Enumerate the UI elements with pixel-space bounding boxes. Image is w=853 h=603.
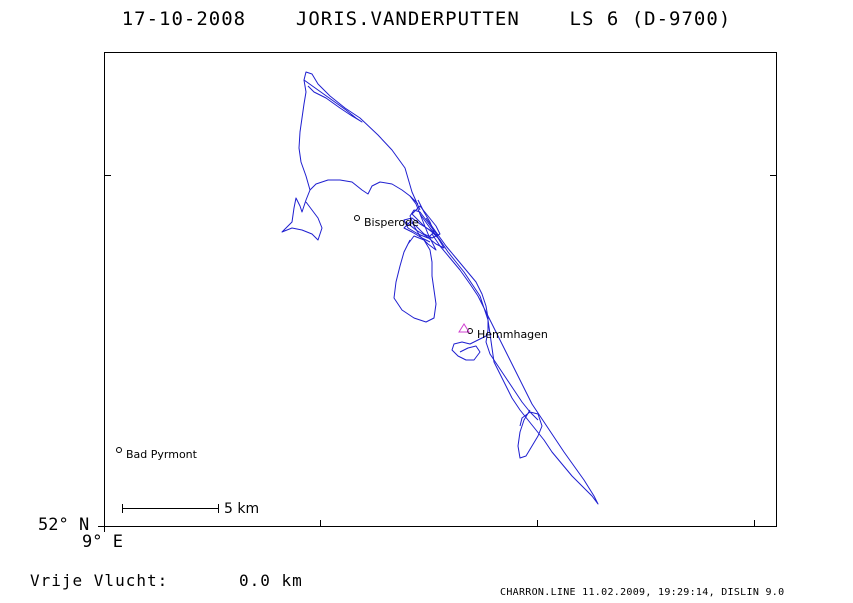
track-segment-hemmhagen-loop	[451, 335, 487, 361]
track-segment-cluster-b	[403, 199, 445, 249]
distance-label: Vrije Vlucht:	[30, 571, 169, 590]
start-triangle-icon	[458, 323, 470, 333]
glider-name: LS 6 (D-9700)	[569, 8, 732, 30]
distance-value-wrap: 0.0 km	[239, 571, 303, 590]
longitude-label: 9° E	[82, 532, 123, 552]
distance-row: Vrije Vlucht:	[30, 571, 168, 590]
track-segment-south-west	[517, 409, 543, 459]
track-segment-ridge-parallel	[425, 217, 539, 421]
bad-pyrmont-marker	[116, 447, 122, 453]
town-markers	[116, 215, 473, 453]
map-frame	[104, 52, 777, 527]
map-ticks	[98, 175, 777, 532]
track-segment-loop-top	[303, 79, 363, 123]
bisperode-marker	[354, 215, 360, 221]
flight-date: 17-10-2008	[121, 8, 247, 30]
footer-credit: CHARRON.LINE 11.02.2009, 19:29:14, DISLI…	[500, 587, 785, 598]
track-segment-north	[298, 71, 421, 211]
latitude-label: 52° N	[38, 515, 90, 535]
track-segment-west	[281, 189, 323, 241]
pilot-name: JORIS.VANDERPUTTEN	[295, 8, 520, 30]
place-label-bisperode: Bisperode	[364, 216, 419, 229]
scale-bar	[122, 504, 219, 513]
flight-track	[281, 71, 599, 505]
scale-label: 5 km	[224, 501, 260, 517]
track-segment-ridge	[419, 213, 599, 505]
place-label-bad-pyrmont: Bad Pyrmont	[126, 448, 197, 461]
distance-value: 0.0 km	[239, 571, 303, 590]
place-label-hemmhagen: Hemmhagen	[477, 328, 548, 341]
flight-title: 17-10-2008 JORIS.VANDERPUTTEN LS 6 (D-97…	[0, 8, 853, 30]
track-segment-south-loop	[393, 235, 437, 323]
